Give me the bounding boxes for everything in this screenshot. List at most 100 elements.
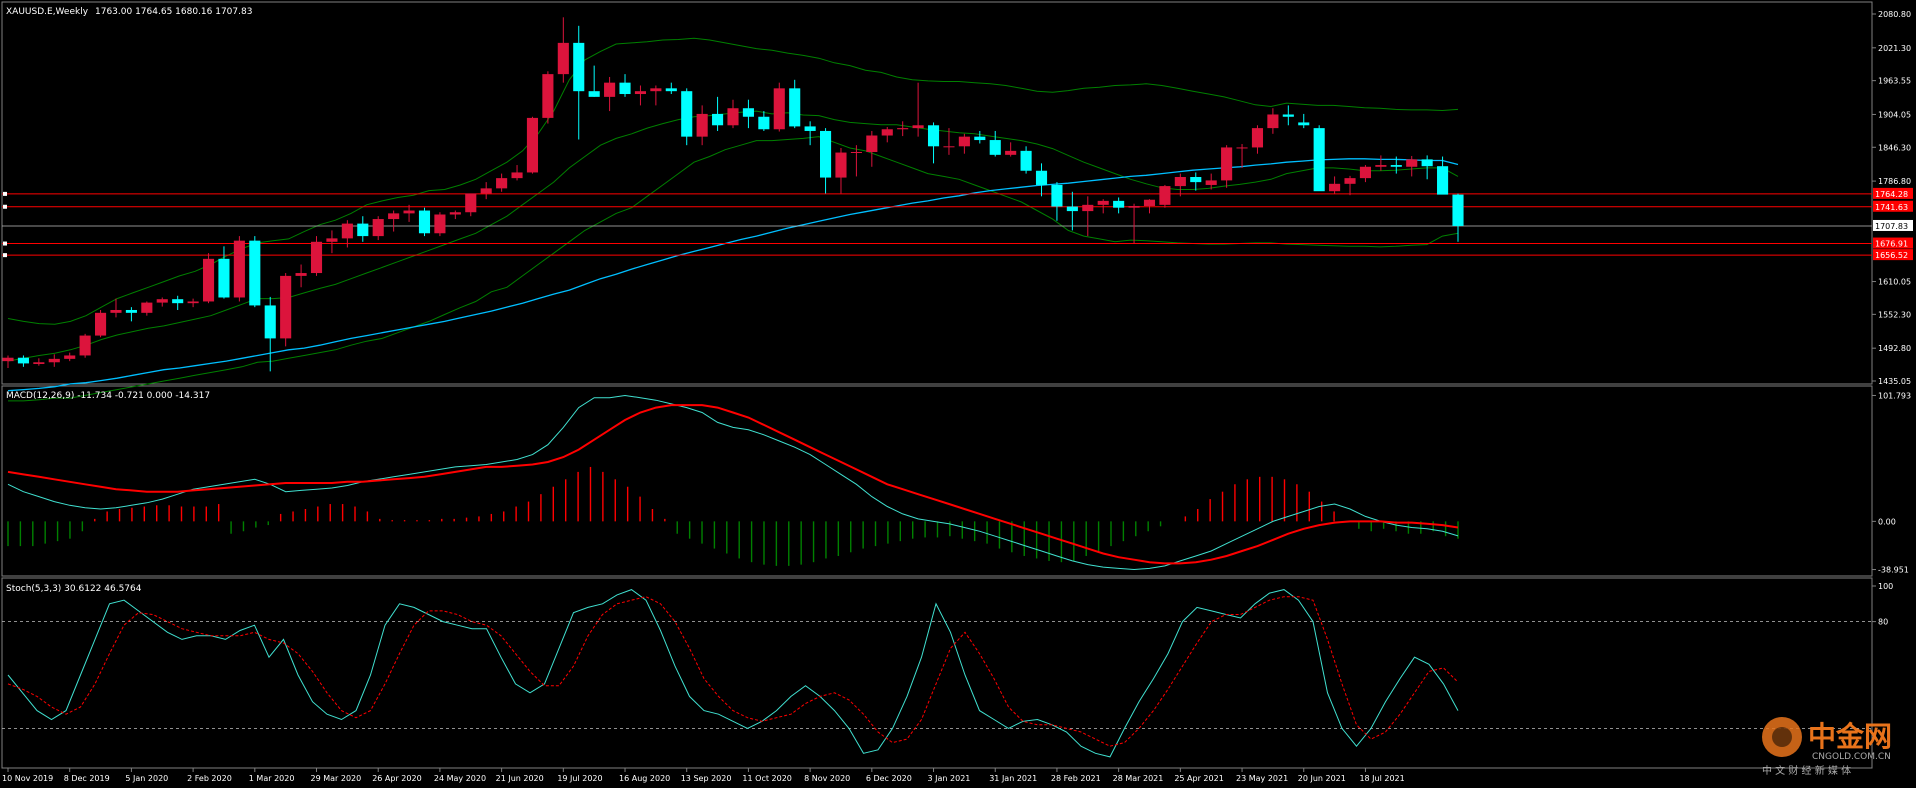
candle-body bbox=[449, 212, 461, 215]
candle-body bbox=[1282, 114, 1294, 117]
current-price-label: 1707.83 bbox=[1875, 222, 1908, 231]
candle-body bbox=[1113, 200, 1125, 208]
candle-body bbox=[372, 219, 384, 237]
candle-body bbox=[1128, 205, 1140, 208]
price-level-label: 1764.28 bbox=[1875, 190, 1908, 199]
candle-body bbox=[1452, 194, 1464, 226]
x-axis-label: 21 Jun 2020 bbox=[496, 774, 544, 783]
candle-body bbox=[588, 91, 600, 97]
candle-body bbox=[619, 82, 631, 95]
candle-body bbox=[1375, 165, 1387, 167]
candle-body bbox=[310, 241, 323, 274]
candle-body bbox=[573, 42, 585, 92]
candle-body bbox=[1205, 180, 1217, 185]
candle-body bbox=[974, 136, 986, 141]
price-level-tag bbox=[1873, 237, 1913, 249]
candle-body bbox=[496, 178, 508, 189]
candle-body bbox=[850, 151, 862, 153]
macd-axis-label: 0.00 bbox=[1878, 517, 1896, 526]
candle-body bbox=[434, 214, 446, 234]
candle-body bbox=[820, 130, 832, 178]
price-panel[interactable] bbox=[1, 1, 1873, 385]
macd-title: MACD(12,26,9) -11.734 -0.721 0.000 -14.3… bbox=[6, 391, 210, 401]
candle-body bbox=[1082, 204, 1094, 212]
x-axis-label: 28 Feb 2021 bbox=[1051, 774, 1101, 783]
candle-body bbox=[17, 357, 29, 364]
macd-chart-layer bbox=[7, 394, 1459, 571]
candle-body bbox=[712, 113, 724, 126]
candle-body bbox=[187, 301, 199, 304]
candle-body bbox=[95, 312, 107, 336]
candle-body bbox=[125, 309, 137, 313]
x-axis-label: 5 Jan 2020 bbox=[125, 774, 168, 783]
x-axis-label: 2 Feb 2020 bbox=[187, 774, 232, 783]
x-axis-label: 8 Dec 2019 bbox=[64, 774, 110, 783]
moving-average-line bbox=[7, 158, 1459, 392]
candle-body bbox=[835, 152, 847, 178]
x-axis-label: 29 Mar 2020 bbox=[311, 774, 362, 783]
x-axis-label: 28 Mar 2021 bbox=[1113, 774, 1164, 783]
candle-body bbox=[1390, 165, 1402, 167]
candle-body bbox=[881, 129, 893, 136]
watermark-domain: CNGOLD.COM.CN bbox=[1812, 752, 1891, 762]
candle-body bbox=[927, 125, 940, 147]
price-axis-label: 1610.05 bbox=[1878, 278, 1911, 287]
candle-body bbox=[1437, 166, 1449, 195]
candle-body bbox=[264, 305, 276, 339]
candle-body bbox=[233, 240, 245, 298]
stoch-axis-label: 80 bbox=[1878, 618, 1888, 627]
candle-body bbox=[141, 302, 153, 313]
x-axis-label: 3 Jan 2021 bbox=[928, 774, 971, 783]
candle-body bbox=[1344, 178, 1356, 184]
candle-body bbox=[1174, 176, 1186, 187]
stoch-title: Stoch(5,3,3) 30.6122 46.5764 bbox=[6, 584, 142, 594]
candle-body bbox=[773, 88, 785, 130]
candle-body bbox=[403, 210, 415, 214]
candle-body bbox=[48, 358, 60, 363]
price-level-marker bbox=[3, 253, 7, 258]
price-axis-label: 1435.05 bbox=[1878, 377, 1911, 386]
candle-body bbox=[1359, 166, 1371, 179]
price-axis-label: 1552.30 bbox=[1878, 310, 1911, 319]
candle-body bbox=[1066, 206, 1078, 212]
x-axis-label: 24 May 2020 bbox=[434, 774, 486, 783]
candle-body bbox=[604, 82, 616, 97]
candle-body bbox=[912, 125, 924, 129]
candle-body bbox=[1221, 147, 1233, 181]
candle-body bbox=[789, 88, 801, 127]
candle-body bbox=[1035, 170, 1048, 185]
price-axis-label: 2080.80 bbox=[1878, 10, 1911, 19]
candle-body bbox=[526, 117, 539, 173]
x-axis-label: 10 Nov 2019 bbox=[2, 774, 53, 783]
candle-body bbox=[172, 299, 184, 304]
candle-body bbox=[480, 188, 492, 194]
candle-body bbox=[1406, 159, 1418, 167]
axis-layer: 2080.80 2021.30 1963.55 1904.05 1846.30 1786.… bbox=[2, 10, 1913, 783]
price-level-tag bbox=[1873, 200, 1913, 212]
candle-body bbox=[897, 128, 909, 130]
price-level-marker bbox=[3, 204, 7, 209]
candle-body bbox=[295, 273, 307, 276]
candle-body bbox=[1313, 128, 1325, 192]
candle-body bbox=[1329, 183, 1341, 192]
candle-body bbox=[280, 275, 292, 339]
macd-panel[interactable] bbox=[1, 385, 1873, 577]
candle-body bbox=[1097, 200, 1109, 205]
price-level-tag bbox=[1873, 187, 1913, 199]
current-price-tag bbox=[1873, 219, 1913, 231]
candle-body bbox=[79, 335, 91, 356]
candle-body bbox=[758, 116, 770, 130]
cngold-watermark: 中金网 CNGOLD.COM.CN 中 文 财 经 新 媒 体 bbox=[1762, 717, 1892, 777]
stoch-panel[interactable] bbox=[1, 577, 1873, 769]
candle-body bbox=[943, 146, 955, 148]
x-axis-label: 16 Aug 2020 bbox=[619, 774, 670, 783]
stoch-main-line bbox=[7, 589, 1459, 758]
x-axis-label: 31 Jan 2021 bbox=[989, 774, 1037, 783]
x-axis-label: 20 Jun 2021 bbox=[1298, 774, 1346, 783]
candle-body bbox=[1005, 150, 1017, 155]
candle-body bbox=[1020, 150, 1032, 171]
x-axis-label: 19 Jul 2020 bbox=[557, 774, 602, 783]
candle-body bbox=[1051, 184, 1063, 207]
candle-body bbox=[249, 240, 261, 306]
